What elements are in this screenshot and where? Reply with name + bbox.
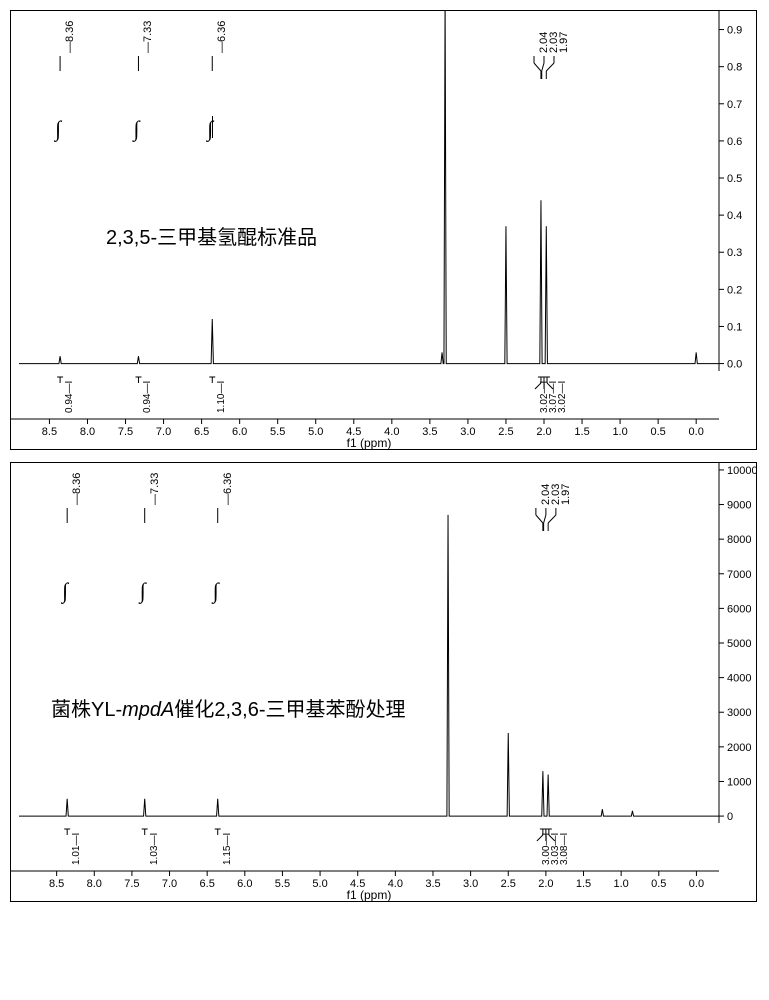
svg-text:2.0: 2.0 [538,878,553,890]
svg-text:0.1: 0.1 [727,321,742,333]
peak-label: 1.97 [560,484,572,505]
svg-text:1.5: 1.5 [576,878,591,890]
svg-text:3.0: 3.0 [460,426,475,438]
svg-text:1.5: 1.5 [574,426,589,438]
svg-text:3.0: 3.0 [463,878,478,890]
svg-text:9000: 9000 [727,500,751,512]
svg-text:6000: 6000 [727,603,751,615]
svg-text:8.5: 8.5 [42,426,57,438]
integral-symbol: ∫ [62,578,68,604]
integral-label: 1.15—I [222,833,233,865]
peak-label: —8.36 [71,473,83,505]
x-axis-label: f1 (ppm) [347,436,392,449]
nmr-panel-bottom: 0 1000 2000 3000 4000 5000 6000 7000 8000 9000 100… [10,462,757,902]
svg-text:5.0: 5.0 [308,426,323,438]
svg-text:8.5: 8.5 [49,878,64,890]
svg-text:0.4: 0.4 [727,210,742,222]
svg-text:2.0: 2.0 [536,426,551,438]
svg-text:0.2: 0.2 [727,284,742,296]
svg-text:0.5: 0.5 [727,173,742,185]
x-axis-label: f1 (ppm) [347,888,392,901]
svg-text:5.0: 5.0 [312,878,327,890]
integral-label: 1.01—I [71,833,82,865]
svg-text:0.5: 0.5 [650,426,665,438]
integral-symbol: ∫ [133,116,139,142]
peak-label: —6.36 [216,21,228,53]
integral-symbol: ∫ [213,578,219,604]
svg-text:2.5: 2.5 [501,878,516,890]
svg-text:2.5: 2.5 [498,426,513,438]
plot-area: 0.0 0.1 0.2 0.3 0.4 0.5 0.6 0.7 0.8 0.9 8.5 8.0 7.5 7… [11,11,756,449]
svg-text:10000: 10000 [727,465,756,477]
svg-text:6.5: 6.5 [200,878,215,890]
integral-label: 1.10—I [216,381,227,413]
integral-symbol: ∫ [55,116,61,142]
svg-text:0.0: 0.0 [689,878,704,890]
integral-label: 0.94—I [142,381,153,413]
svg-text:7.5: 7.5 [124,878,139,890]
svg-text:3000: 3000 [727,707,751,719]
svg-text:0: 0 [727,811,733,823]
integral-symbol: ∫ [140,578,146,604]
svg-text:3.5: 3.5 [422,426,437,438]
peak-label: —7.33 [149,473,161,505]
svg-text:0.0: 0.0 [727,359,742,371]
svg-text:7.5: 7.5 [118,426,133,438]
peak-label: 1.97 [558,32,570,53]
svg-text:7.0: 7.0 [156,426,171,438]
svg-text:0.9: 0.9 [727,25,742,37]
svg-text:5000: 5000 [727,638,751,650]
svg-text:3.5: 3.5 [425,878,440,890]
svg-text:0.3: 0.3 [727,247,742,259]
svg-text:5.5: 5.5 [275,878,290,890]
sample-label: 2,3,5-三甲基氢醌标准品 [106,221,317,250]
nmr-panel-top: 0.0 0.1 0.2 0.3 0.4 0.5 0.6 0.7 0.8 0.9 8.5 8.0 7.5 7… [10,10,757,450]
svg-text:1.0: 1.0 [614,878,629,890]
svg-text:0.7: 0.7 [727,99,742,111]
svg-text:8.0: 8.0 [87,878,102,890]
svg-text:6.0: 6.0 [237,878,252,890]
svg-text:2000: 2000 [727,742,751,754]
spectrum-svg: 0 1000 2000 3000 4000 5000 6000 7000 8000 9000 100… [11,463,756,901]
integral-label: 1.03—I [149,833,160,865]
svg-text:0.6: 0.6 [727,136,742,148]
svg-text:6.0: 6.0 [232,426,247,438]
svg-text:5.5: 5.5 [270,426,285,438]
svg-text:8000: 8000 [727,534,751,546]
svg-text:7000: 7000 [727,569,751,581]
svg-text:6.5: 6.5 [194,426,209,438]
integral-label: 3.08—I [559,833,570,865]
svg-text:1000: 1000 [727,776,751,788]
svg-text:0.8: 0.8 [727,62,742,74]
plot-area: 0 1000 2000 3000 4000 5000 6000 7000 8000 9000 100… [11,463,756,901]
peak-label: —8.36 [64,21,76,53]
svg-text:7.0: 7.0 [162,878,177,890]
peak-label: —7.33 [142,21,154,53]
svg-text:0.0: 0.0 [689,426,704,438]
svg-text:0.5: 0.5 [651,878,666,890]
svg-text:4000: 4000 [727,673,751,685]
integral-label: 3.02—I [557,381,568,413]
integral-label: 0.94—I [64,381,75,413]
sample-label: 菌株YL-mpdA催化2,3,6-三甲基苯酚处理 [51,693,406,722]
svg-text:1.0: 1.0 [612,426,627,438]
peak-label: —6.36 [222,473,234,505]
svg-text:8.0: 8.0 [80,426,95,438]
